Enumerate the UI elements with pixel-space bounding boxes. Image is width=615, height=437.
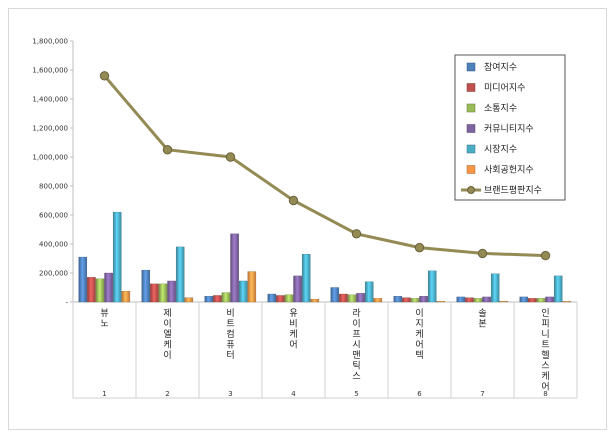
bar-4-1 (104, 272, 113, 303)
bar-5-5 (364, 281, 374, 303)
legend-label: 미디어지수 (484, 83, 525, 94)
category-number: 3 (228, 390, 232, 398)
category-number: 5 (354, 390, 358, 398)
bar-6-8 (562, 301, 572, 303)
bar-5-8 (553, 275, 563, 303)
bar-4-4 (293, 275, 302, 303)
line-point-4 (288, 195, 299, 206)
bar-4-5 (356, 293, 365, 303)
bar-6-1 (121, 290, 131, 303)
bar-4-8 (545, 296, 554, 303)
y-tick-label: 600,000 (39, 212, 68, 220)
bar-3-8 (536, 298, 546, 303)
legend-label: 시장지수 (484, 144, 517, 155)
category-number: 8 (543, 390, 547, 398)
bar-5-6 (427, 270, 437, 303)
legend-swatch (466, 165, 476, 174)
line-point-3 (225, 152, 236, 162)
bar-2-5 (339, 293, 348, 303)
bar-2-4 (276, 295, 285, 303)
legend-swatch (466, 83, 476, 92)
category-number: 2 (165, 390, 169, 398)
bar-4-6 (419, 296, 428, 303)
bar-3-5 (347, 294, 357, 303)
bar-6-2 (184, 297, 194, 303)
bar-6-4 (310, 298, 320, 303)
line-point-8 (540, 250, 551, 261)
bar-3-2 (158, 283, 168, 303)
line-point-7 (477, 248, 488, 259)
bar-1-5 (330, 287, 340, 303)
bar-5-7 (490, 273, 500, 303)
bar-2-2 (150, 283, 159, 303)
category-number: 4 (291, 390, 296, 398)
y-tick-label: 1,200,000 (32, 125, 68, 133)
legend-label: 커뮤니티지수 (484, 124, 534, 135)
legend-swatch (466, 62, 476, 72)
bar-1-2 (141, 269, 151, 303)
legend-label: 브랜드평판지수 (484, 185, 542, 196)
legend-label: 참여지수 (484, 61, 517, 73)
legend-swatch-marker (467, 186, 475, 194)
bar-5-2 (175, 246, 185, 303)
y-tick-label: 200,000 (39, 270, 68, 278)
bar-5-3 (238, 280, 248, 303)
legend-swatch (466, 144, 476, 154)
category-number: 7 (480, 390, 484, 398)
bar-4-2 (167, 280, 176, 303)
bar-1-8 (519, 296, 529, 303)
bar-4-7 (482, 296, 491, 303)
legend-label: 사회공헌지수 (484, 165, 534, 176)
bar-5-1 (112, 211, 122, 303)
y-tick-label: 1,000,000 (32, 154, 68, 162)
legend-box (454, 54, 566, 201)
bar-1-4 (267, 293, 277, 303)
bar-6-7 (499, 301, 509, 303)
bar-3-4 (284, 294, 294, 303)
bar-2-7 (465, 297, 474, 303)
legend-label: 소통지수 (484, 103, 517, 114)
legend-swatch (466, 124, 476, 133)
y-tick-label: 800,000 (39, 183, 68, 191)
line-series (103, 74, 546, 258)
line-point-1 (99, 71, 110, 81)
y-tick-label: - (65, 299, 68, 307)
line-point-6 (414, 242, 425, 253)
bar-2-3 (213, 295, 222, 303)
y-tick-label: 1,400,000 (32, 96, 68, 104)
bar-6-5 (373, 298, 383, 303)
bar-1-6 (393, 296, 403, 303)
bar-6-6 (436, 301, 446, 303)
y-tick-label: 1,600,000 (32, 67, 68, 75)
bar-1-7 (456, 296, 466, 303)
line-point-2 (162, 145, 173, 155)
bar-4-3 (230, 233, 239, 303)
bar-5-4 (301, 253, 311, 303)
bar-3-3 (221, 292, 231, 303)
bar-2-6 (402, 297, 411, 303)
bar-1-1 (78, 256, 88, 303)
y-tick-label: 1,800,000 (32, 38, 68, 46)
bar-2-8 (528, 298, 537, 303)
bar-2-1 (87, 277, 96, 303)
bar-6-3 (247, 271, 257, 303)
line-point-5 (351, 229, 362, 239)
category-number: 6 (417, 390, 422, 398)
bar-3-1 (95, 278, 105, 303)
category-number: 1 (102, 390, 106, 398)
bar-3-6 (410, 298, 420, 303)
bar-3-7 (473, 298, 483, 303)
y-tick-label: 400,000 (39, 241, 68, 249)
bar-1-3 (204, 296, 214, 303)
legend-swatch (466, 103, 476, 113)
